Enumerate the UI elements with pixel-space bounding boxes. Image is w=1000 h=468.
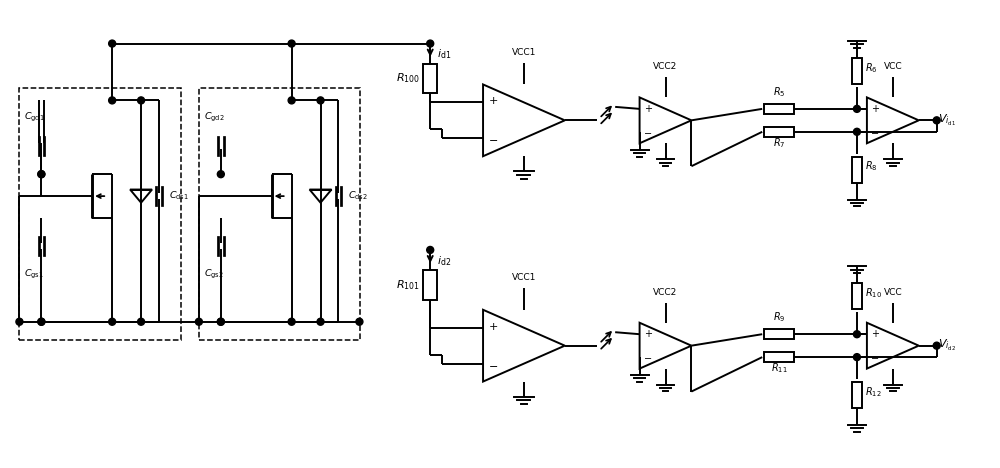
Text: $R_7$: $R_7$	[773, 136, 785, 150]
Text: $C_{\rm gd2}$: $C_{\rm gd2}$	[204, 111, 224, 124]
Text: $R_6$: $R_6$	[865, 61, 878, 75]
Circle shape	[317, 318, 324, 325]
Bar	[764, 352, 794, 362]
Circle shape	[853, 128, 860, 135]
Text: $i_{\rm d1}$: $i_{\rm d1}$	[437, 48, 451, 61]
Text: VCC2: VCC2	[653, 63, 678, 72]
Circle shape	[109, 97, 116, 104]
Text: VCC2: VCC2	[653, 288, 678, 297]
Text: +: +	[644, 329, 652, 339]
Text: $C_{\rm gd1}$: $C_{\rm gd1}$	[24, 111, 45, 124]
Circle shape	[317, 97, 324, 104]
Circle shape	[195, 318, 202, 325]
Circle shape	[427, 247, 434, 254]
Circle shape	[288, 40, 295, 47]
Bar	[852, 58, 862, 84]
Circle shape	[138, 97, 145, 104]
Circle shape	[288, 97, 295, 104]
Bar	[423, 64, 437, 94]
Text: +: +	[488, 322, 498, 332]
Text: $R_9$: $R_9$	[773, 310, 785, 324]
Text: $-$: $-$	[870, 127, 879, 137]
Text: $R_{10}$: $R_{10}$	[865, 286, 882, 300]
Text: $R_{12}$: $R_{12}$	[865, 385, 882, 399]
Text: $-$: $-$	[643, 352, 652, 362]
Circle shape	[933, 342, 940, 349]
Text: +: +	[871, 329, 879, 339]
Circle shape	[356, 318, 363, 325]
Text: $R_5$: $R_5$	[773, 85, 785, 99]
Circle shape	[853, 331, 860, 338]
Text: $-$: $-$	[643, 127, 652, 137]
FancyBboxPatch shape	[19, 88, 181, 340]
Circle shape	[217, 318, 224, 325]
Circle shape	[853, 105, 860, 112]
Bar	[764, 104, 794, 114]
Circle shape	[288, 318, 295, 325]
Bar	[423, 270, 437, 300]
Circle shape	[109, 318, 116, 325]
Text: $R_8$: $R_8$	[865, 160, 878, 174]
Circle shape	[38, 171, 45, 178]
Text: VCC1: VCC1	[512, 273, 536, 282]
Circle shape	[217, 171, 224, 178]
Text: +: +	[644, 104, 652, 114]
Text: VCC: VCC	[884, 63, 902, 72]
Circle shape	[138, 318, 145, 325]
Bar	[764, 329, 794, 339]
Bar	[852, 382, 862, 408]
Text: $i_{\rm d2}$: $i_{\rm d2}$	[437, 254, 451, 268]
Text: $-$: $-$	[488, 134, 498, 144]
Circle shape	[38, 171, 45, 178]
Text: $C_{\rm gs2}$: $C_{\rm gs2}$	[204, 268, 224, 281]
Circle shape	[16, 318, 23, 325]
Bar	[764, 127, 794, 137]
Circle shape	[933, 117, 940, 124]
Circle shape	[853, 354, 860, 361]
Text: $C_{\rm ds1}$: $C_{\rm ds1}$	[169, 190, 189, 202]
Bar	[852, 157, 862, 183]
Text: $C_{\rm gs1}$: $C_{\rm gs1}$	[24, 268, 44, 281]
Bar	[852, 283, 862, 309]
Circle shape	[217, 318, 224, 325]
FancyBboxPatch shape	[199, 88, 360, 340]
Text: $-$: $-$	[488, 359, 498, 370]
Text: +: +	[488, 96, 498, 106]
Text: +: +	[871, 104, 879, 114]
Circle shape	[38, 318, 45, 325]
Circle shape	[109, 40, 116, 47]
Text: $R_{100}$: $R_{100}$	[396, 72, 420, 85]
Text: $R_{11}$: $R_{11}$	[771, 361, 788, 375]
Text: VCC: VCC	[884, 288, 902, 297]
Circle shape	[427, 40, 434, 47]
Circle shape	[38, 318, 45, 325]
Text: $V_{i_{\rm d2}}$: $V_{i_{\rm d2}}$	[938, 338, 956, 353]
Text: $-$: $-$	[870, 352, 879, 362]
Text: VCC1: VCC1	[512, 48, 536, 57]
Text: $C_{\rm ds2}$: $C_{\rm ds2}$	[348, 190, 368, 202]
Text: $R_{101}$: $R_{101}$	[396, 278, 420, 292]
Text: $V_{i_{\rm d1}}$: $V_{i_{\rm d1}}$	[938, 113, 956, 128]
